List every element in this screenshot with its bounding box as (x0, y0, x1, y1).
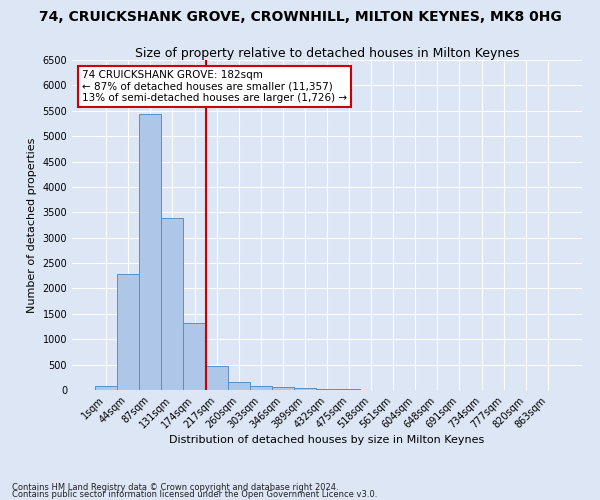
Bar (139, 114, 161, 390)
Title: Size of property relative to detached houses in Milton Keynes: Size of property relative to detached ho… (135, 47, 519, 60)
Bar (227, 382, 250, 390)
Text: Contains HM Land Registry data © Crown copyright and database right 2024.: Contains HM Land Registry data © Crown c… (12, 484, 338, 492)
Bar (316, 389, 338, 390)
Bar (272, 387, 294, 390)
Bar (184, 324, 206, 390)
Bar (294, 388, 316, 390)
Text: 74 CRUICKSHANK GROVE: 182sqm
← 87% of detached houses are smaller (11,357)
13% o: 74 CRUICKSHANK GROVE: 182sqm ← 87% of de… (82, 70, 347, 103)
Text: 74, CRUICKSHANK GROVE, CROWNHILL, MILTON KEYNES, MK8 0HG: 74, CRUICKSHANK GROVE, CROWNHILL, MILTON… (38, 10, 562, 24)
Bar (250, 386, 272, 390)
Bar (95, 386, 117, 390)
Y-axis label: Number of detached properties: Number of detached properties (27, 138, 37, 312)
Bar (161, 218, 184, 390)
X-axis label: Distribution of detached houses by size in Milton Keynes: Distribution of detached houses by size … (169, 436, 485, 446)
Text: Contains public sector information licensed under the Open Government Licence v3: Contains public sector information licen… (12, 490, 377, 499)
Bar (117, 274, 139, 390)
Bar (206, 366, 227, 390)
